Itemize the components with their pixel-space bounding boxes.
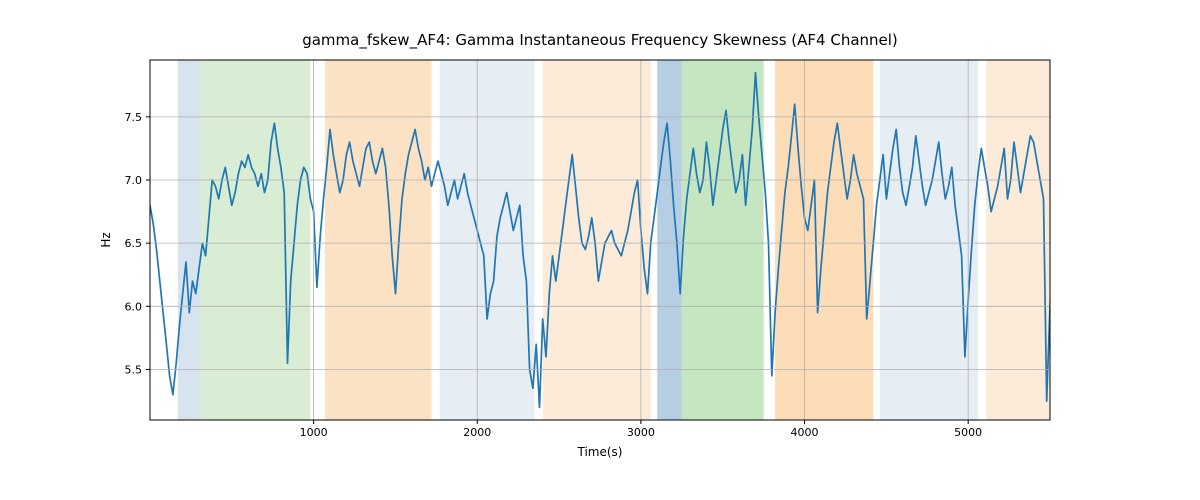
xtick-label: 2000 <box>463 426 491 439</box>
region-5 <box>657 60 682 420</box>
region-9 <box>986 60 1050 420</box>
ytick-label: 6.5 <box>125 237 143 250</box>
y-axis-label: Hz <box>99 232 113 247</box>
ytick-label: 5.5 <box>125 363 143 376</box>
region-2 <box>325 60 431 420</box>
xtick-label: 4000 <box>791 426 819 439</box>
ytick-label: 7.5 <box>125 111 143 124</box>
xtick-label: 3000 <box>627 426 655 439</box>
region-8 <box>880 60 978 420</box>
region-4 <box>543 60 651 420</box>
xtick-label: 1000 <box>300 426 328 439</box>
chart-figure: gamma_fskew_AF4: Gamma Instantaneous Fre… <box>0 0 1200 500</box>
region-0 <box>178 60 201 420</box>
ytick-label: 7.0 <box>125 174 143 187</box>
x-axis-label: Time(s) <box>577 445 623 459</box>
plot-area <box>150 60 1063 420</box>
region-6 <box>682 60 764 420</box>
xtick-label: 5000 <box>954 426 982 439</box>
ytick-label: 6.0 <box>125 300 143 313</box>
chart-title: gamma_fskew_AF4: Gamma Instantaneous Fre… <box>302 31 898 50</box>
region-3 <box>440 60 535 420</box>
